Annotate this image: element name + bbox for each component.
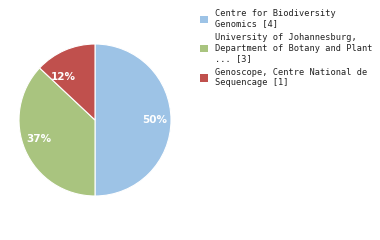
Legend: Centre for Biodiversity
Genomics [4], University of Johannesburg,
Department of : Centre for Biodiversity Genomics [4], Un… [200, 9, 372, 87]
Wedge shape [40, 44, 95, 120]
Text: 12%: 12% [51, 72, 76, 82]
Wedge shape [19, 68, 95, 196]
Text: 37%: 37% [27, 134, 52, 144]
Wedge shape [95, 44, 171, 196]
Text: 50%: 50% [142, 115, 167, 125]
